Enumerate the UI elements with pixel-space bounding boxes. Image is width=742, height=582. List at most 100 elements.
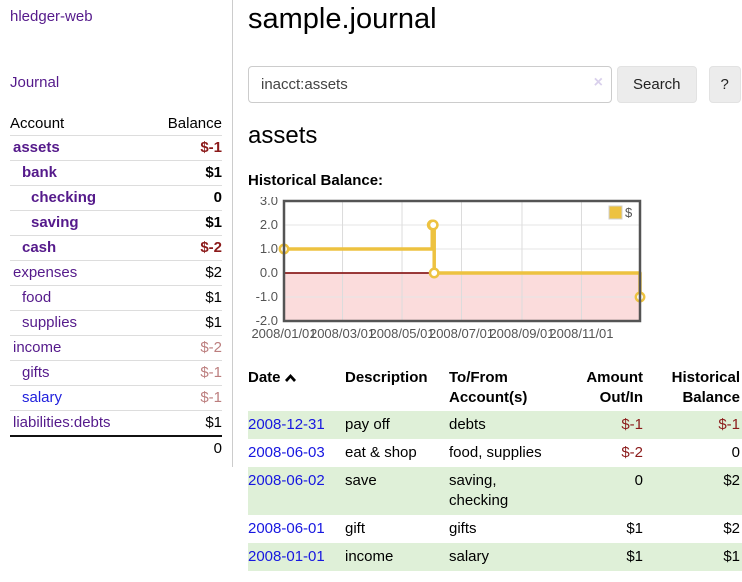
txn-date-cell: 2008-01-01 [248, 543, 345, 571]
account-link[interactable]: liabilities:debts [13, 414, 111, 431]
account-row: assets $-1 [10, 136, 222, 161]
account-balance: $-1 [147, 385, 222, 411]
txn-description: save [345, 472, 377, 489]
main-content: sample.journal × Search ? assets Histori… [233, 0, 742, 571]
txn-accounts: debts [449, 416, 486, 433]
account-row: saving $1 [10, 210, 222, 236]
svg-text:3.0: 3.0 [260, 197, 278, 208]
account-row: cash $-2 [10, 235, 222, 261]
balance-column-header: Balance [147, 112, 222, 136]
accounts-column-header: To/From Account(s) [449, 369, 528, 406]
account-row: income $-2 [10, 335, 222, 361]
svg-text:2008/03/01: 2008/03/01 [310, 326, 375, 341]
sort-ascending-icon [284, 369, 297, 389]
account-balance: $1 [147, 160, 222, 186]
account-row: supplies $1 [10, 310, 222, 336]
account-link[interactable]: cash [22, 239, 57, 256]
app-title-link[interactable]: hledger-web [10, 8, 93, 25]
svg-text:2008/07/01: 2008/07/01 [429, 326, 494, 341]
description-column-header: Description [345, 369, 428, 386]
date-column-header[interactable]: Date [248, 365, 345, 411]
account-balance: $1 [147, 410, 222, 436]
txn-description: pay off [345, 416, 390, 433]
account-balance: $1 [147, 210, 222, 236]
balance-column-header-txn: Historical Balance [671, 369, 740, 406]
accounts-total-row: 0 [10, 435, 222, 461]
help-button[interactable]: ? [708, 66, 741, 103]
accounts-body: assets $-1 bank $1 checking 0 saving $1 cash $-2 e… [10, 136, 222, 436]
clear-search-icon[interactable]: × [593, 74, 603, 91]
account-row: salary $-1 [10, 385, 222, 411]
search-input[interactable] [248, 66, 612, 103]
account-link[interactable]: gifts [22, 364, 50, 381]
legend-label: $ [625, 205, 633, 220]
txn-balance: $2 [723, 520, 740, 537]
transaction-row: 2008-06-03 eat & shop food, supplies $-2 0 [248, 439, 742, 467]
page-title: sample.journal [248, 3, 437, 35]
legend-swatch [608, 205, 623, 220]
search-input-wrap: × [248, 66, 612, 103]
account-link[interactable]: supplies [22, 314, 78, 331]
account-balance: $1 [147, 285, 222, 311]
account-column-header: Account [10, 112, 148, 136]
account-balance: $-1 [200, 139, 222, 156]
svg-text:-1.0: -1.0 [256, 289, 278, 304]
transaction-date-link[interactable]: 2008-06-03 [248, 444, 325, 461]
account-row: food $1 [10, 285, 222, 311]
transaction-row: 2008-12-31 pay off debts $-1 $-1 [248, 411, 742, 439]
transaction-date-link[interactable]: 2008-01-01 [248, 548, 325, 565]
txn-date-cell: 2008-12-31 [248, 411, 345, 439]
account-balance: $-2 [147, 235, 222, 261]
accounts-header-row: Account Balance [10, 112, 222, 136]
svg-text:2008/09/01: 2008/09/01 [489, 326, 554, 341]
account-balance: $-2 [147, 335, 222, 361]
transaction-row: 2008-06-02 save saving, checking 0 $2 [248, 467, 742, 515]
transactions-table: Date Description To/From Account(s) Amou… [248, 365, 742, 571]
txn-accounts: food, supplies [449, 444, 542, 461]
sidebar-item-journal[interactable]: Journal [10, 74, 60, 91]
txn-accounts: saving, checking [449, 472, 509, 509]
transaction-row: 2008-06-01 gift gifts $1 $2 [248, 515, 742, 543]
account-row: gifts $-1 [10, 360, 222, 386]
account-row: checking 0 [10, 185, 222, 211]
transaction-date-link[interactable]: 2008-06-01 [248, 520, 325, 537]
txn-balance: $2 [723, 472, 740, 489]
account-balance: $2 [147, 260, 222, 286]
svg-text:2.0: 2.0 [260, 217, 278, 232]
txn-amount: $1 [626, 548, 643, 565]
txn-date-cell: 2008-06-01 [248, 515, 345, 543]
txn-balance: 0 [731, 444, 740, 461]
txn-description: eat & shop [345, 444, 417, 461]
account-balance: 0 [147, 185, 222, 211]
total-balance: 0 [147, 435, 222, 461]
txn-amount: $1 [626, 520, 643, 537]
chart-title: Historical Balance: [248, 172, 384, 189]
txn-accounts: gifts [449, 520, 477, 537]
account-link[interactable]: checking [31, 189, 97, 206]
txn-accounts: salary [449, 548, 490, 565]
account-link[interactable]: food [22, 289, 52, 306]
account-link[interactable]: saving [31, 214, 79, 231]
account-balance: $-1 [147, 360, 222, 386]
account-link[interactable]: bank [22, 164, 58, 181]
transaction-date-link[interactable]: 2008-06-02 [248, 472, 325, 489]
account-link[interactable]: assets [13, 139, 60, 156]
txns-body: 2008-12-31 pay off debts $-1 $-1 2008-06-03 ea… [248, 411, 742, 571]
account-balance: $1 [147, 310, 222, 336]
search-button[interactable]: Search [617, 66, 697, 103]
transaction-date-link[interactable]: 2008-12-31 [248, 416, 325, 433]
account-link[interactable]: income [13, 339, 62, 356]
txn-description: income [345, 548, 394, 565]
svg-text:2008/11/01: 2008/11/01 [549, 326, 613, 341]
account-heading: assets [248, 122, 318, 149]
account-link[interactable]: salary [22, 389, 63, 406]
total-spacer [10, 435, 148, 461]
account-link[interactable]: expenses [13, 264, 78, 281]
accounts-table: Account Balance assets $-1 bank $1 checking 0… [10, 112, 222, 461]
account-row: expenses $2 [10, 260, 222, 286]
txn-amount: $-1 [621, 416, 643, 433]
sidebar: hledger-web Journal Account Balance asse… [0, 0, 233, 467]
txn-description: gift [345, 520, 366, 537]
account-row: liabilities:debts $1 [10, 410, 222, 436]
